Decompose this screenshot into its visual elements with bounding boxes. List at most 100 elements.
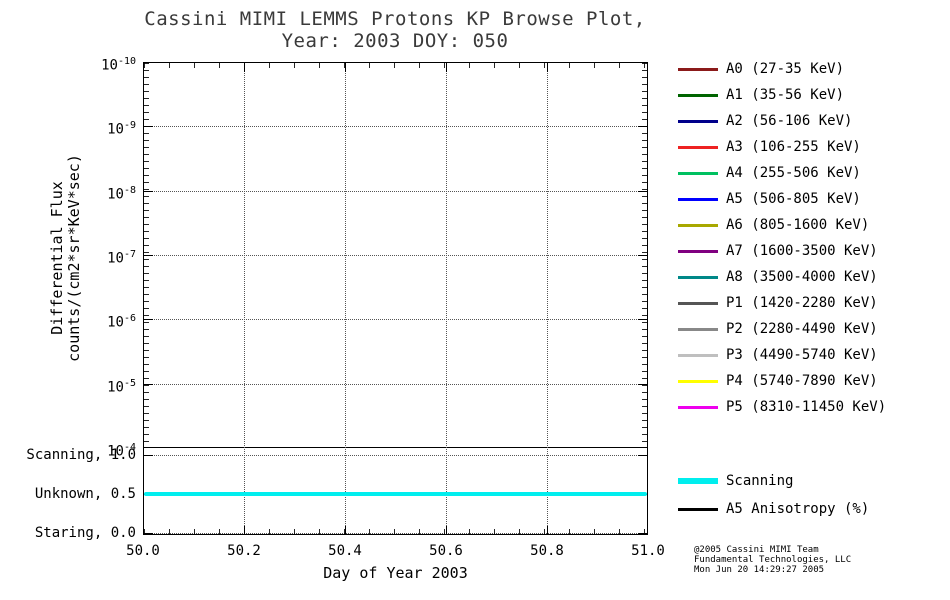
gridline-h xyxy=(144,191,647,192)
gridline-h xyxy=(144,455,647,456)
chart-title-line1: Cassini MIMI LEMMS Protons KP Browse Plo… xyxy=(144,8,646,30)
y-tick-label: 10-10 xyxy=(101,56,136,74)
gridline-h xyxy=(144,126,647,127)
legend-label: A6 (805-1600 KeV) xyxy=(726,217,870,233)
legend-line-icon xyxy=(678,327,718,331)
x-tick xyxy=(547,63,548,72)
legend-line-icon xyxy=(678,171,718,175)
y-tick-label: 10-8 xyxy=(107,185,136,203)
x-tick xyxy=(345,526,346,535)
x-tick-label: 50.2 xyxy=(227,543,261,559)
legend-label: P4 (5740-7890 KeV) xyxy=(726,373,878,389)
credit-line3: Mon Jun 20 14:29:27 2005 xyxy=(694,565,825,575)
y-tick-label: 10-9 xyxy=(107,120,136,138)
legend-item: P3 (4490-5740 KeV) xyxy=(678,342,943,368)
legend-line-icon xyxy=(678,379,718,383)
legend-label: A0 (27-35 KeV) xyxy=(726,61,845,77)
y-tick xyxy=(144,384,153,385)
legend-item: A5 (506-805 KeV) xyxy=(678,186,943,212)
legend-line-icon xyxy=(678,507,718,511)
x-axis-minor-ticks-top xyxy=(144,63,647,68)
x-tick-label: 51.0 xyxy=(631,543,665,559)
legend-label: A3 (106-255 KeV) xyxy=(726,139,861,155)
legend-line-icon xyxy=(678,275,718,279)
legend-item: A8 (3500-4000 KeV) xyxy=(678,264,943,290)
x-axis-title: Day of Year 2003 xyxy=(323,564,468,582)
x-tick xyxy=(244,526,245,535)
legend-label: Scanning xyxy=(726,473,794,489)
legend-line-icon xyxy=(678,119,718,123)
legend-line-icon xyxy=(678,93,718,97)
mode-tick xyxy=(144,533,153,534)
mode-plot-panel xyxy=(143,448,648,535)
y-tick xyxy=(638,126,647,127)
y-axis-title-line1: Differential Flux xyxy=(48,181,66,335)
legend-label: A1 (35-56 KeV) xyxy=(726,87,845,103)
mode-tick xyxy=(638,533,647,534)
legend-item: A6 (805-1600 KeV) xyxy=(678,212,943,238)
x-tick-label: 50.8 xyxy=(530,543,564,559)
legend-line-icon xyxy=(678,301,718,305)
legend-item: P4 (5740-7890 KeV) xyxy=(678,368,943,394)
y-tick xyxy=(638,255,647,256)
legend-item: A1 (35-56 KeV) xyxy=(678,82,943,108)
legend-label: P2 (2280-4490 KeV) xyxy=(726,321,878,337)
y-tick xyxy=(638,384,647,385)
legend-item: P2 (2280-4490 KeV) xyxy=(678,316,943,342)
mode-legend-scanning: Scanning xyxy=(678,468,943,494)
gridline-v xyxy=(244,63,245,534)
legend-label: A4 (255-506 KeV) xyxy=(726,165,861,181)
gridline-v xyxy=(446,63,447,534)
x-tick xyxy=(446,526,447,535)
mode-tick xyxy=(638,455,647,456)
legend-label: P5 (8310-11450 KeV) xyxy=(726,399,887,415)
legend-label: A8 (3500-4000 KeV) xyxy=(726,269,878,285)
credit-text: @2005 Cassini MIMI Team Fundamental Tech… xyxy=(694,545,944,575)
legend-line-icon xyxy=(678,67,718,71)
legend-label: A2 (56-106 KeV) xyxy=(726,113,853,129)
y-tick-label: 10-5 xyxy=(107,378,136,396)
gridline-v xyxy=(547,63,548,534)
legend-label: P1 (1420-2280 KeV) xyxy=(726,295,878,311)
y-tick xyxy=(144,319,153,320)
x-tick xyxy=(345,63,346,72)
legend-item: A2 (56-106 KeV) xyxy=(678,108,943,134)
chart-title-line2: Year: 2003 DOY: 050 xyxy=(281,30,509,52)
credit-line2: Fundamental Technologies, LLC xyxy=(694,555,852,565)
mode-tick-label: Scanning, 1.0 xyxy=(26,447,136,463)
legend-item: P1 (1420-2280 KeV) xyxy=(678,290,943,316)
mode-series-line xyxy=(144,492,647,496)
x-tick-label: 50.0 xyxy=(126,543,160,559)
y-tick-label: 10-4 xyxy=(107,442,136,460)
channel-legend: A0 (27-35 KeV) A1 (35-56 KeV) A2 (56-106… xyxy=(678,56,943,420)
legend-label: P3 (4490-5740 KeV) xyxy=(726,347,878,363)
gridline-v xyxy=(345,63,346,534)
chart-title: Cassini MIMI LEMMS Protons KP Browse Plo… xyxy=(95,8,695,52)
mode-tick-label: Staring, 0.0 xyxy=(34,525,136,541)
x-axis-minor-ticks-bottom xyxy=(144,529,647,534)
mode-tick-label: Unknown, 0.5 xyxy=(34,486,136,502)
legend-label: A5 (506-805 KeV) xyxy=(726,191,861,207)
legend-item: A4 (255-506 KeV) xyxy=(678,160,943,186)
x-tick-label: 50.4 xyxy=(328,543,362,559)
legend-item: A3 (106-255 KeV) xyxy=(678,134,943,160)
gridline-h xyxy=(144,319,647,320)
mode-legend-anisotropy: A5 Anisotropy (%) xyxy=(678,496,943,522)
x-tick xyxy=(446,63,447,72)
credit-line1: @2005 Cassini MIMI Team xyxy=(694,545,819,555)
mode-tick xyxy=(144,455,153,456)
legend-item: Scanning xyxy=(678,468,943,494)
x-tick-label: 50.6 xyxy=(429,543,463,559)
legend-item: P5 (8310-11450 KeV) xyxy=(678,394,943,420)
y-axis-title-line2: counts/(cm2*sr*KeV*sec) xyxy=(65,154,83,362)
y-axis-title: Differential Flux counts/(cm2*sr*KeV*sec… xyxy=(48,154,83,362)
legend-line-icon xyxy=(678,249,718,253)
legend-line-icon xyxy=(678,145,718,149)
y-tick xyxy=(144,255,153,256)
legend-label: A7 (1600-3500 KeV) xyxy=(726,243,878,259)
y-tick xyxy=(638,319,647,320)
y-tick xyxy=(144,191,153,192)
x-tick xyxy=(244,63,245,72)
gridline-h xyxy=(144,255,647,256)
x-tick xyxy=(547,526,548,535)
